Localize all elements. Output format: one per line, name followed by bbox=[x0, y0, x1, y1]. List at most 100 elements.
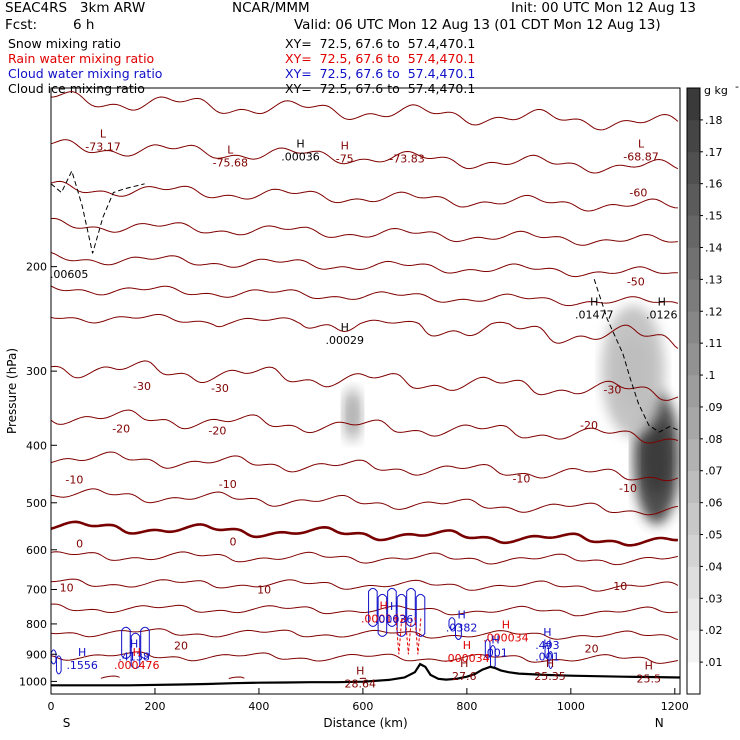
extremum-value: 28.64 bbox=[345, 678, 377, 691]
extremum-value: .0382 bbox=[446, 621, 478, 634]
tropopause-line bbox=[593, 279, 680, 433]
colorbar-tick-label: .02 bbox=[705, 624, 723, 637]
colorbar-segment bbox=[687, 375, 700, 408]
cloud-water-contour bbox=[368, 587, 378, 627]
isotherm-0 bbox=[51, 520, 678, 547]
terrain-profile bbox=[51, 662, 680, 694]
contour-labels: -60 -50 -30 -30 -30 -20 -20 -20 -10 -10 -10 -10 0 0 10… bbox=[50, 128, 678, 691]
extremum-value: 25.5 bbox=[637, 673, 662, 686]
x-tick-label: 200 bbox=[144, 700, 165, 713]
isotherm--25 bbox=[51, 314, 679, 349]
extremum-marker: H bbox=[658, 296, 666, 309]
cloud-water-contour bbox=[140, 626, 150, 659]
isotherm-label: -20 bbox=[208, 425, 226, 438]
isotherm--45 bbox=[51, 180, 678, 212]
isotherm--20 bbox=[51, 360, 679, 401]
isotherm-label: 20 bbox=[174, 640, 188, 653]
extremum-marker: H bbox=[645, 660, 653, 673]
cloud-water-contour bbox=[387, 587, 397, 627]
colorbar-tick-label: .06 bbox=[705, 497, 723, 510]
colorbar-segment bbox=[687, 598, 700, 631]
isotherm-label: -20 bbox=[580, 419, 598, 432]
isotherm-5 bbox=[51, 551, 679, 566]
isotherm-10 bbox=[51, 578, 679, 592]
extremum-value: -73.83 bbox=[389, 153, 424, 166]
cloud-water-contour bbox=[415, 593, 426, 637]
x-tick-label: 800 bbox=[456, 700, 477, 713]
cloud-water-contour bbox=[548, 650, 553, 669]
isotherm--50 bbox=[51, 139, 679, 174]
extremum-marker: H bbox=[341, 321, 349, 334]
cloud-ice-core bbox=[347, 399, 358, 430]
colorbar-tick-label: .13 bbox=[705, 273, 723, 286]
colorbar-unit-exponent: -1 bbox=[735, 80, 740, 93]
hydrometeor-contours bbox=[51, 587, 553, 675]
isotherm-label: 0 bbox=[76, 537, 83, 550]
isotherm--55 bbox=[51, 91, 679, 131]
extremum-value: .000476 bbox=[114, 659, 160, 672]
colorbar-tick-label: .16 bbox=[705, 178, 723, 191]
isotherm--30 bbox=[51, 285, 679, 307]
colorbar-segment bbox=[687, 470, 700, 503]
field-name-cloud-water: Cloud water mixing ratio bbox=[8, 66, 163, 81]
y-tick-label: 900 bbox=[26, 648, 47, 661]
valid-time: Valid: 06 UTC Mon 12 Aug 13 (01 CDT Mon … bbox=[294, 17, 661, 33]
colorbar-segment bbox=[687, 438, 700, 472]
extremum-value: .493 bbox=[535, 639, 560, 652]
extremum-marker: H bbox=[590, 296, 598, 309]
extremum-value: 27.6 bbox=[452, 670, 477, 683]
isotherm-label: -50 bbox=[627, 276, 645, 289]
field-name-rain: Rain water mixing ratio bbox=[8, 51, 155, 66]
experiment-title: SEAC4RS 3km ARW bbox=[5, 0, 146, 16]
isotherm--15 bbox=[51, 409, 679, 444]
colorbar-tick-label: .03 bbox=[705, 592, 723, 605]
cloud-water-contour bbox=[55, 655, 62, 675]
extremum-marker: L bbox=[100, 128, 107, 141]
isotherm-label: -10 bbox=[619, 482, 637, 495]
init-time: Init: 00 UTC Mon 12 Aug 13 bbox=[511, 0, 696, 16]
isotherm-label: -30 bbox=[211, 382, 229, 395]
extremum-value: .00036 bbox=[281, 151, 320, 164]
tropopause-line bbox=[51, 169, 145, 254]
extremum-value: .001 bbox=[535, 651, 560, 664]
isotherm--35 bbox=[51, 252, 678, 278]
isotherm-label: 10 bbox=[613, 580, 627, 593]
extremum-value: .4138 bbox=[118, 651, 150, 664]
cloud-ice-core bbox=[643, 421, 670, 495]
extremum-value: .001 bbox=[483, 646, 508, 659]
isotherm--5 bbox=[51, 488, 678, 516]
field-xy-snow: XY= 72.5, 67.6 to 57.4,470.1 bbox=[285, 36, 476, 51]
isotherm-label: 20 bbox=[585, 642, 599, 655]
isotherm-label: -20 bbox=[112, 423, 130, 436]
rain-water-contour bbox=[404, 617, 412, 655]
terrain-fill bbox=[51, 664, 680, 694]
extremum-value: .1556 bbox=[66, 659, 98, 672]
extremum-marker: H bbox=[133, 646, 141, 659]
forecast-label: Fcst: bbox=[5, 17, 38, 33]
isotherm-15 bbox=[51, 603, 678, 617]
cloud-water-contour bbox=[448, 617, 456, 630]
extremum-marker: H bbox=[460, 657, 468, 670]
extremum-value: .00029 bbox=[325, 334, 364, 347]
isotherm-label: -30 bbox=[603, 383, 621, 396]
isotherm-20 bbox=[51, 628, 679, 641]
cloud-water-contour bbox=[130, 632, 141, 669]
extremum-marker: H bbox=[78, 646, 86, 659]
isotherm-label: -10 bbox=[65, 474, 83, 487]
center-label: NCAR/MMM bbox=[232, 0, 310, 16]
colorbar-tick-label: .01 bbox=[705, 656, 723, 669]
isotherm-label: -10 bbox=[512, 472, 530, 485]
extremum-marker: H bbox=[546, 657, 554, 670]
y-tick-label: 700 bbox=[26, 584, 47, 597]
colorbar-segment bbox=[687, 630, 700, 663]
cloud-water-contour bbox=[544, 644, 550, 659]
extremum-value: .000034 bbox=[483, 631, 529, 644]
colorbar-segment bbox=[687, 247, 700, 280]
isotherm-label: 10 bbox=[257, 584, 271, 597]
extremum-marker: H bbox=[296, 138, 304, 151]
colorbar-tick-label: .04 bbox=[705, 560, 723, 573]
cloud-water-contour bbox=[51, 649, 57, 665]
y-tick-label: 500 bbox=[26, 497, 47, 510]
colorbar-tick-label: .1 bbox=[705, 369, 716, 382]
